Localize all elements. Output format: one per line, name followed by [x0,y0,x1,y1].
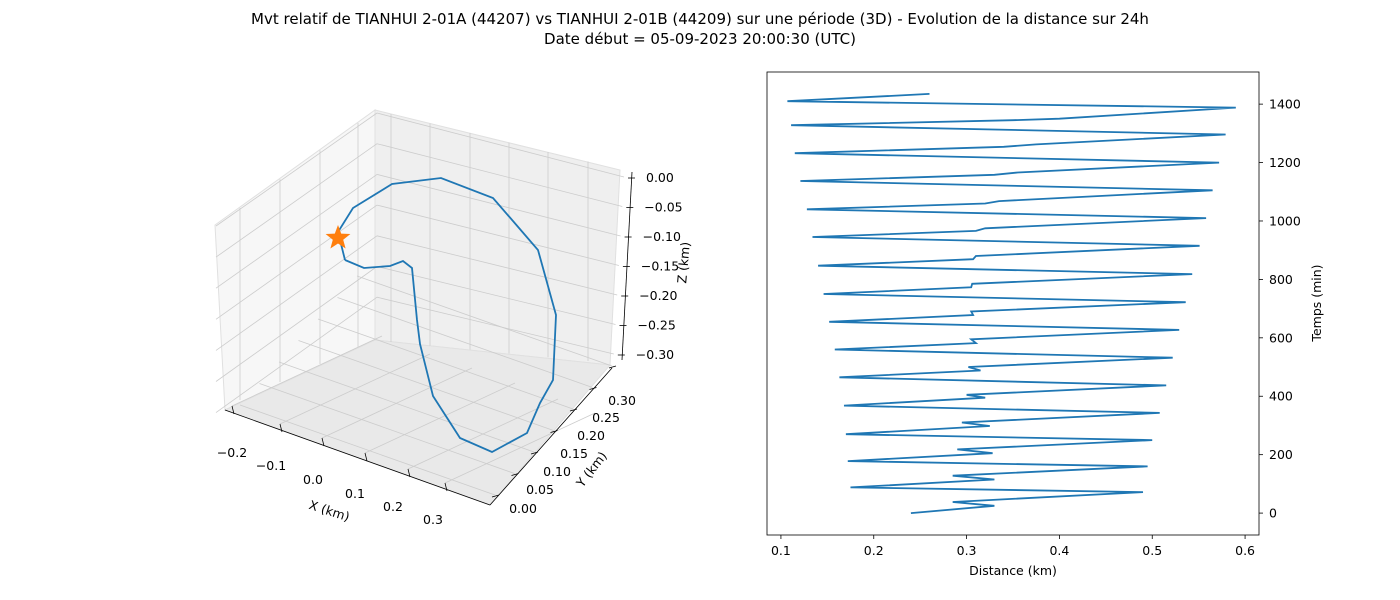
x-tick-label: 0.6 [1235,543,1255,558]
z-tick-label: 0.00 [646,170,674,185]
y-gridline [259,383,515,474]
y-tick-label: 0.10 [543,464,571,479]
y-tick-label: 0.20 [577,428,605,443]
x-tick-label: 0.2 [864,543,884,558]
y-tick-mark [491,494,500,498]
x-axis-label-distance: Distance (km) [969,563,1057,578]
z-tick-label: −0.10 [643,229,681,244]
pane-back [374,109,621,366]
y-gridline [337,297,593,388]
z-gridline [376,235,618,296]
z-tick-label: −0.05 [644,200,682,215]
z-gridline [376,143,623,207]
x-tick-label: 0.4 [1049,543,1069,558]
y-axis-line [489,367,613,506]
x-tick-mark [407,468,411,478]
z-axis-line [621,171,633,361]
distance-series-line [787,93,1236,514]
y-gridline [317,318,574,410]
y-tick-label: 800 [1269,272,1293,287]
z-gridline-left [215,204,378,320]
z-gridline-left [215,266,378,382]
y-tick-label: 1400 [1269,97,1301,112]
y-tick-label: 1000 [1269,213,1301,228]
x-tick-label: 0.1 [771,543,791,558]
z-gridline [376,112,625,178]
z-gridline-left [215,174,378,289]
figure-title: Mvt relatif de TIANHUI 2-01A (44207) vs … [251,10,1149,28]
x-tick-mark [364,452,368,462]
y-tick-label: 600 [1269,330,1293,345]
x-tick-label: 0.3 [957,543,977,558]
x-tick-label: 0.1 [345,486,365,501]
plot-frame [766,71,1260,536]
distance-plot: 0.1 0.2 0.3 0.4 0.5 0.6 0 200 400 600 800 1000 1200… [766,71,1324,578]
x-tick-mark [444,482,448,492]
y-tick-label: 1200 [1269,155,1301,170]
z-gridline [376,266,616,325]
trajectory-line [337,177,557,454]
y-axis-label-time: Temps (min) [1309,264,1324,342]
y-tick-mark [511,473,519,476]
x-axis-label: X (km) [307,497,351,524]
ticks-3d: −0.2 −0.1 0.0 0.1 0.2 0.3 0.00 0.05 0.10 0.15 0.20… [217,170,683,527]
start-marker-star [325,225,351,249]
y-gridline [298,340,554,431]
y-tick-label: 0.30 [608,393,636,408]
x-tick-mark [231,405,235,415]
z-gridline-left [215,296,378,413]
y-gridline [278,361,535,453]
x-gridline [444,412,596,484]
x-tick-label: −0.1 [256,458,286,473]
y-tick-label: 0.15 [560,446,588,461]
figure-subtitle: Date début = 05-09-2023 20:00:30 (UTC) [544,30,856,48]
y-tick-label: 0.05 [526,482,554,497]
y-tick-mark [608,365,617,369]
y-tick-mark [589,387,597,390]
x-gridline [231,335,383,407]
x-tick-label: 0.0 [303,472,323,487]
trajectory-3d-plot: −0.2 −0.1 0.0 0.1 0.2 0.3 0.00 0.05 0.10 0.15 0.20… [214,109,693,527]
z-tick-label: −0.30 [636,347,674,362]
x-gridline [364,382,516,454]
y-tick-label: 400 [1269,389,1293,404]
x-ticks: 0.1 0.2 0.3 0.4 0.5 0.6 [771,535,1255,558]
y-tick-label: 0.00 [509,501,537,516]
z-tick-label: −0.25 [638,318,676,333]
x-tick-mark [279,423,283,433]
x-tick-label: 0.3 [423,512,443,527]
z-tick-label: −0.20 [639,288,677,303]
y-tick-label: 200 [1269,447,1293,462]
x-gridline [321,367,473,439]
y-tick-mark [569,408,578,412]
y-gridline [239,404,496,496]
z-gridline-left [215,143,378,258]
z-gridline-left [215,235,378,351]
x-tick-label: −0.2 [217,445,247,460]
y-gridline [356,275,613,367]
x-axis-line [224,409,491,506]
y-ticks: 0 200 400 600 800 1000 1200 1400 [1259,97,1301,521]
y-tick-mark [530,451,539,455]
y-tick-mark [550,430,558,433]
x-tick-label: 0.5 [1142,543,1162,558]
z-gridline [376,204,619,266]
x-tick-mark [321,437,325,447]
y-tick-label: 0 [1269,506,1277,521]
z-tick-label: −0.15 [641,259,679,274]
x-tick-label: 0.2 [383,499,403,514]
z-axis-label: Z (km) [674,241,693,284]
grid-3d [215,112,625,496]
z-gridline-left [215,112,378,227]
y-tick-label: 0.25 [592,410,620,425]
